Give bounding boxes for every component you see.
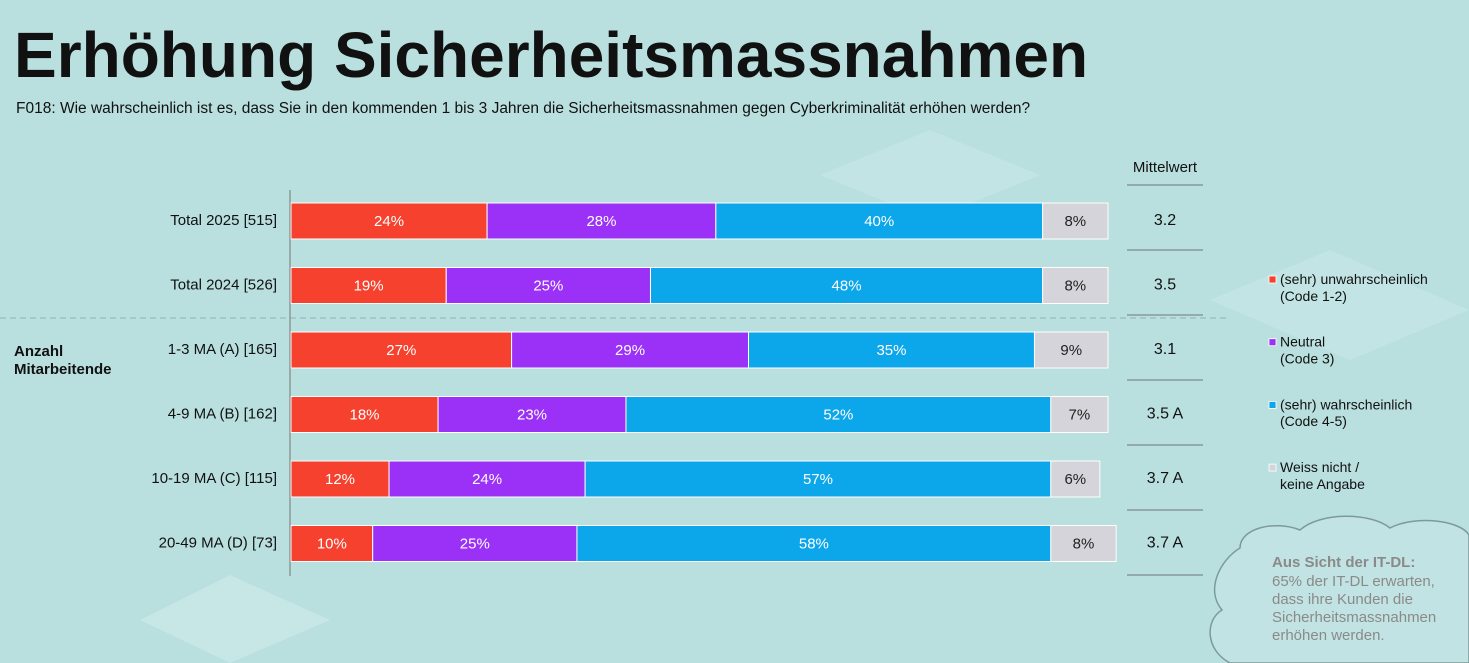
value-label: 10% bbox=[317, 535, 347, 552]
value-label: 6% bbox=[1064, 471, 1086, 488]
bar-segment bbox=[290, 267, 447, 304]
bar-segment bbox=[290, 396, 439, 433]
value-label: 8% bbox=[1064, 213, 1086, 230]
bar-segment bbox=[1050, 460, 1101, 498]
legend-swatch bbox=[1268, 275, 1277, 284]
value-label: 9% bbox=[1060, 342, 1082, 359]
mean-value: 3.1 bbox=[1154, 341, 1176, 358]
legend-swatch bbox=[1268, 463, 1277, 472]
category-label: 10-19 MA (C) [115] bbox=[151, 470, 277, 487]
value-label: 7% bbox=[1069, 406, 1091, 423]
value-label: 12% bbox=[325, 471, 355, 488]
value-label: 24% bbox=[374, 213, 404, 230]
mean-value: 3.7 A bbox=[1147, 535, 1184, 552]
value-label: 40% bbox=[864, 213, 894, 230]
bar-segment bbox=[715, 202, 1044, 240]
bar-segment bbox=[625, 396, 1052, 433]
mean-value: 3.5 A bbox=[1147, 406, 1184, 423]
bar-segment bbox=[1042, 202, 1109, 240]
category-label: 1-3 MA (A) [165] bbox=[168, 341, 277, 358]
bar-segment bbox=[748, 331, 1035, 369]
value-label: 58% bbox=[799, 535, 829, 552]
value-label: 23% bbox=[517, 406, 547, 423]
category-label: 4-9 MA (B) [162] bbox=[168, 405, 277, 422]
bar-segment bbox=[576, 525, 1052, 562]
legend-label: Neutral (Code 3) bbox=[1280, 333, 1334, 366]
bar-segment bbox=[1042, 267, 1109, 304]
value-label: 25% bbox=[460, 535, 490, 552]
value-label: 48% bbox=[832, 277, 862, 294]
bar-segment bbox=[511, 331, 750, 369]
bar-segment bbox=[437, 396, 627, 433]
mean-header: Mittelwert bbox=[1133, 159, 1198, 176]
value-label: 57% bbox=[803, 471, 833, 488]
bar-segment bbox=[290, 460, 390, 498]
mean-value: 3.7 A bbox=[1147, 470, 1184, 487]
bar-segment bbox=[290, 202, 488, 240]
bar-segment bbox=[584, 460, 1052, 498]
value-label: 8% bbox=[1064, 277, 1086, 294]
group-label: Anzahl Mitarbeitende bbox=[14, 343, 112, 378]
value-label: 29% bbox=[615, 342, 645, 359]
value-label: 24% bbox=[472, 471, 502, 488]
note-title: Aus Sicht der IT-DL: bbox=[1272, 554, 1415, 571]
chart-subtitle: F018: Wie wahrscheinlich ist es, dass Si… bbox=[16, 100, 1030, 117]
chart-title: Erhöhung Sicherheitsmassnahmen bbox=[14, 19, 1088, 91]
mean-value: 3.5 bbox=[1154, 277, 1176, 294]
legend-label: (sehr) wahrscheinlich (Code 4-5) bbox=[1280, 396, 1412, 429]
note-cloud bbox=[1209, 515, 1469, 663]
bar-segment bbox=[445, 267, 651, 304]
value-label: 18% bbox=[350, 406, 380, 423]
bar-segment bbox=[1033, 331, 1109, 369]
bar-segment bbox=[388, 460, 586, 498]
mean-value: 3.2 bbox=[1154, 212, 1176, 229]
legend-swatch bbox=[1268, 400, 1277, 409]
bar-segment bbox=[649, 267, 1044, 304]
note-text: 65% der IT-DL erwarten, dass ihre Kunden … bbox=[1272, 573, 1436, 644]
value-label: 52% bbox=[823, 406, 853, 423]
value-label: 28% bbox=[586, 213, 616, 230]
value-label: 27% bbox=[386, 342, 416, 359]
category-label: Total 2025 [515] bbox=[170, 212, 277, 229]
category-label: Total 2024 [526] bbox=[170, 276, 277, 293]
category-label: 20-49 MA (D) [73] bbox=[159, 534, 277, 551]
value-label: 19% bbox=[354, 277, 384, 294]
bar-segment bbox=[1050, 396, 1109, 433]
bar-segment bbox=[290, 525, 374, 562]
legend-label: Weiss nicht / keine Angabe bbox=[1280, 459, 1365, 492]
value-label: 25% bbox=[533, 277, 563, 294]
legend-swatch bbox=[1268, 338, 1277, 347]
value-label: 8% bbox=[1073, 535, 1095, 552]
bar-segment bbox=[290, 331, 513, 369]
bar-segment bbox=[1050, 525, 1117, 562]
value-label: 35% bbox=[876, 342, 906, 359]
legend-label: (sehr) unwahrscheinlich (Code 1-2) bbox=[1280, 271, 1428, 304]
